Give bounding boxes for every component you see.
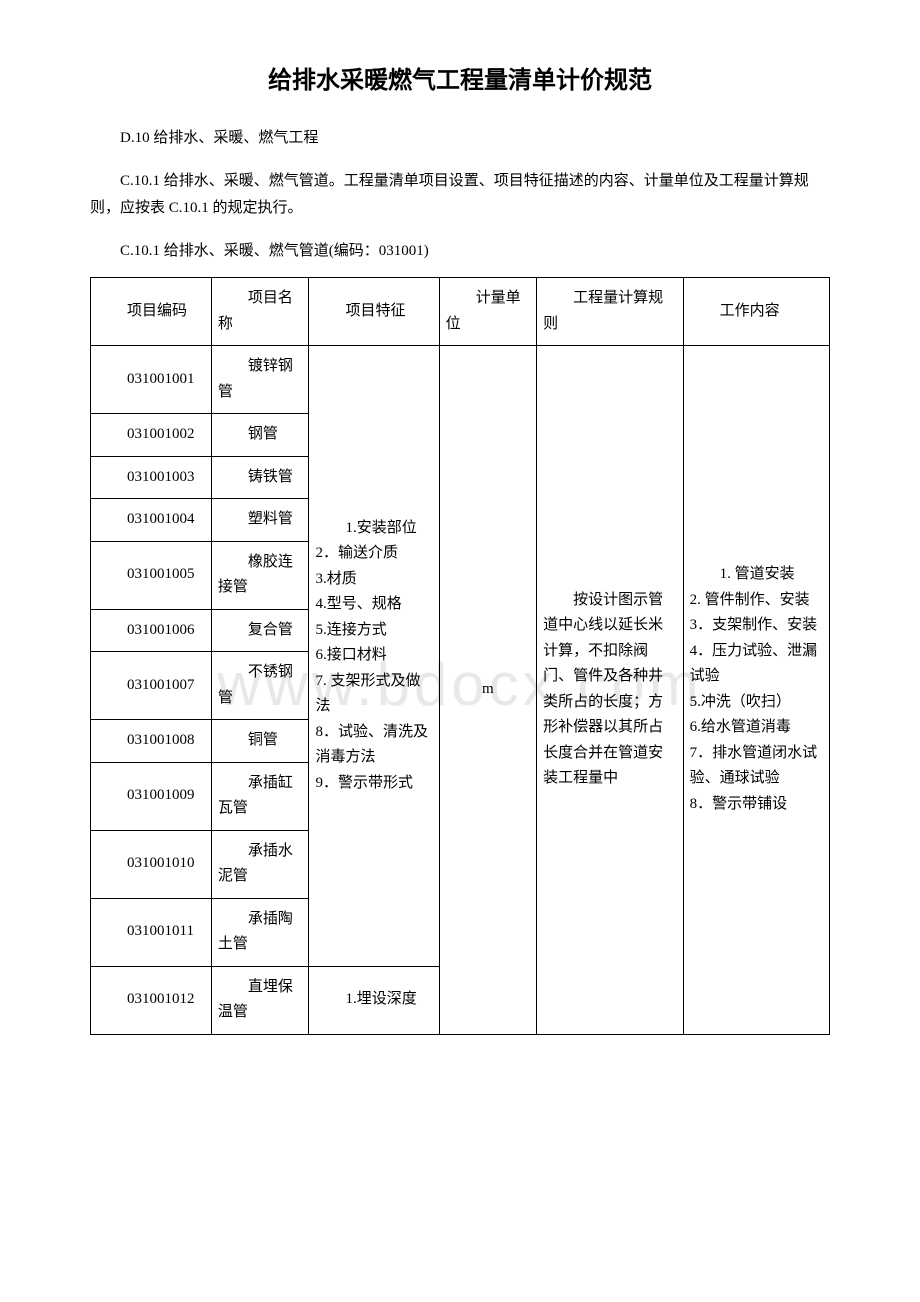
cell-code: 031001007 xyxy=(91,652,212,720)
cell-work: 1. 管道安装 2. 管件制作、安装 3．支架制作、安装 4．压力试验、泄漏试验… xyxy=(683,346,829,1035)
header-name: 项目名称 xyxy=(211,278,309,346)
table-header-row: 项目编码 项目名称 项目特征 计量单位 工程量计算规则 工作内容 xyxy=(91,278,830,346)
cell-name: 承插陶土管 xyxy=(211,898,309,966)
header-unit: 计量单位 xyxy=(439,278,537,346)
header-feature: 项目特征 xyxy=(309,278,439,346)
cell-code: 031001005 xyxy=(91,541,212,609)
cell-code: 031001002 xyxy=(91,414,212,457)
cell-name: 铜管 xyxy=(211,720,309,763)
cell-rule: 按设计图示管道中心线以延长米计算，不扣除阀门、管件及各种井类所占的长度；方形补偿… xyxy=(537,346,683,1035)
cell-code: 031001012 xyxy=(91,966,212,1034)
cell-feature-main: 1.安装部位 2．输送介质 3.材质 4.型号、规格 5.连接方式 6.接口材料… xyxy=(309,346,439,967)
cell-code: 031001009 xyxy=(91,762,212,830)
cell-code: 031001011 xyxy=(91,898,212,966)
header-work: 工作内容 xyxy=(683,278,829,346)
cell-code: 031001004 xyxy=(91,499,212,542)
section-c101: C.10.1 给排水、采暖、燃气管道。工程量清单项目设置、项目特征描述的内容、计… xyxy=(90,168,830,222)
document-content: 给排水采暖燃气工程量清单计价规范 D.10 给排水、采暖、燃气工程 C.10.1… xyxy=(90,60,830,1035)
cell-name: 塑料管 xyxy=(211,499,309,542)
cell-unit: m xyxy=(439,346,537,1035)
table-row: 031001001 镀锌钢管 1.安装部位 2．输送介质 3.材质 4.型号、规… xyxy=(91,346,830,414)
cell-name: 承插缸瓦管 xyxy=(211,762,309,830)
cell-code: 031001008 xyxy=(91,720,212,763)
cell-name: 不锈钢管 xyxy=(211,652,309,720)
cell-name: 镀锌钢管 xyxy=(211,346,309,414)
header-code: 项目编码 xyxy=(91,278,212,346)
cell-code: 031001003 xyxy=(91,456,212,499)
page-title: 给排水采暖燃气工程量清单计价规范 xyxy=(90,60,830,95)
cell-code: 031001010 xyxy=(91,830,212,898)
cell-code: 031001001 xyxy=(91,346,212,414)
cell-name: 橡胶连接管 xyxy=(211,541,309,609)
header-rule: 工程量计算规则 xyxy=(537,278,683,346)
table-caption: C.10.1 给排水、采暖、燃气管道(编码：031001) xyxy=(90,238,830,265)
cell-name: 复合管 xyxy=(211,609,309,652)
cell-name: 承插水泥管 xyxy=(211,830,309,898)
cell-feature-12: 1.埋设深度 xyxy=(309,966,439,1034)
spec-table: 项目编码 项目名称 项目特征 计量单位 工程量计算规则 工作内容 0310010… xyxy=(90,277,830,1035)
cell-name: 钢管 xyxy=(211,414,309,457)
section-d10: D.10 给排水、采暖、燃气工程 xyxy=(90,125,830,152)
cell-name: 铸铁管 xyxy=(211,456,309,499)
cell-name: 直埋保温管 xyxy=(211,966,309,1034)
cell-code: 031001006 xyxy=(91,609,212,652)
